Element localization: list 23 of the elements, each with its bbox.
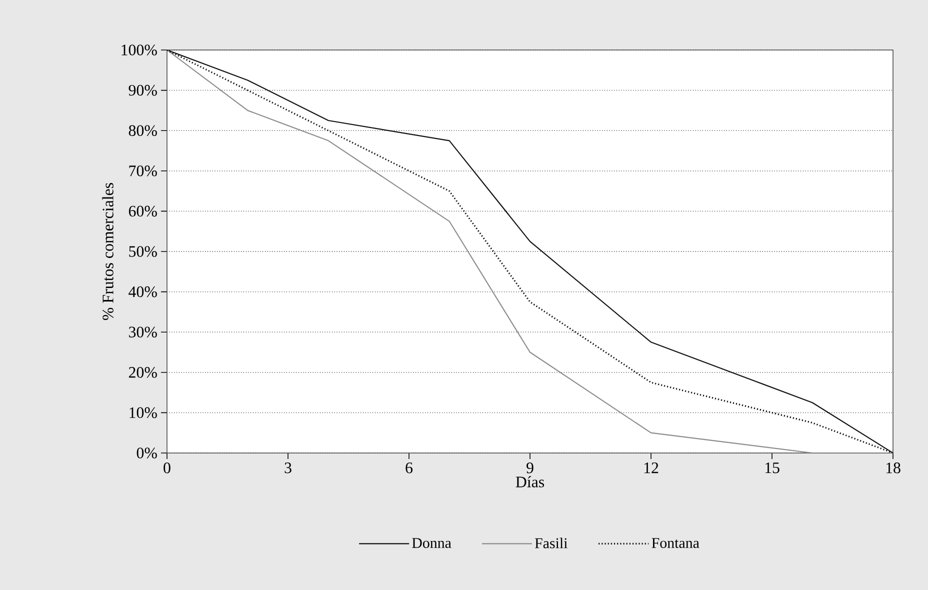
x-tick-label: 0 — [164, 462, 170, 474]
x-axis-title: Días — [516, 476, 544, 488]
x-tick-label: 18 — [886, 462, 900, 474]
x-tick-label: 12 — [644, 462, 658, 474]
y-axis-title: % Frutos comerciales — [102, 183, 114, 320]
y-tick-label: 80% — [128, 125, 157, 136]
legend-label: Donna — [412, 538, 452, 548]
y-tick-label: 20% — [128, 367, 157, 378]
y-tick-label: 50% — [129, 246, 157, 257]
y-tick-label: 70% — [129, 166, 157, 176]
y-tick-label: 60% — [128, 206, 157, 217]
y-tick-label: 100% — [122, 44, 157, 56]
x-tick-label: 3 — [284, 462, 292, 474]
y-tick-label: 40% — [128, 286, 157, 298]
y-tick-label: 10% — [130, 407, 157, 418]
x-tick-label: 15 — [765, 462, 780, 474]
y-tick-label: 0% — [136, 448, 157, 458]
x-tick-label: 9 — [526, 462, 534, 474]
legend-label: Fasili — [534, 538, 568, 548]
x-tick-label: 6 — [406, 462, 413, 474]
legend-label: Fontana — [652, 538, 700, 548]
y-tick-label: 30% — [129, 326, 157, 338]
y-tick-label: 90% — [128, 84, 157, 96]
